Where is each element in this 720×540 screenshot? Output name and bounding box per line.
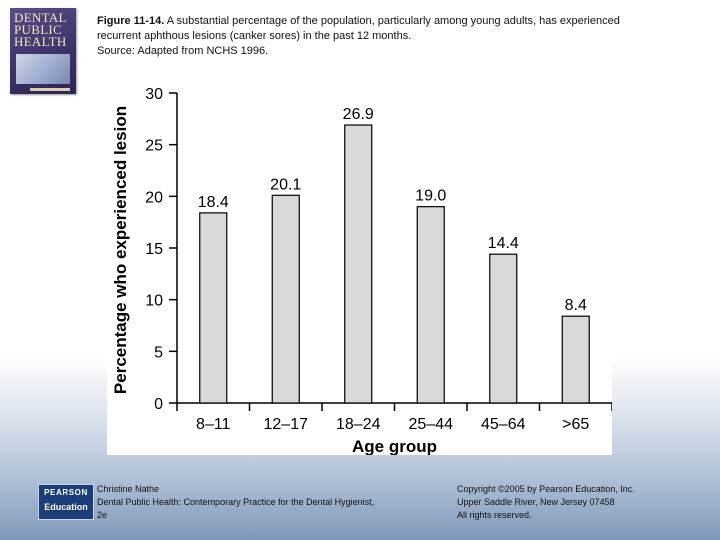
x-category-label: >65 (562, 416, 589, 433)
x-category-label: 18–24 (336, 416, 381, 433)
logo-text-education: Education (44, 502, 88, 512)
y-tick-label: 25 (145, 138, 163, 155)
logo-text-pearson: PEARSON (44, 488, 88, 497)
chart-bars (199, 124, 590, 404)
x-category-label: 12–17 (264, 416, 309, 433)
bar (199, 212, 228, 404)
rights-reserved: All rights reserved. (457, 510, 532, 520)
y-tick-label: 10 (145, 293, 163, 310)
bar-chart: 0 5 10 15 20 25 30 18.4 8–11 20.1 12–17 26.9 18–24 1… (107, 83, 612, 455)
y-tick-label: 0 (154, 396, 163, 413)
y-tick-label: 30 (145, 86, 163, 103)
footer-copyright: Copyright ©2005 by Pearson Education, In… (457, 483, 707, 522)
footer-author-info: Christine Nathe Dental Public Health: Co… (97, 483, 427, 522)
y-axis-title: Percentage who experienced lesion (111, 106, 130, 394)
bar (416, 206, 445, 404)
x-category-label: 25–44 (409, 416, 454, 433)
caption-source: Source: Adapted from NCHS 1996. (97, 45, 269, 57)
bar-value-label: 8.4 (565, 297, 587, 314)
x-category-label: 45–64 (481, 416, 526, 433)
publisher-address: Upper Saddle River, New Jersey 07458 (457, 497, 615, 507)
bar (561, 315, 590, 404)
chart-axes: 0 5 10 15 20 25 30 (145, 86, 612, 413)
y-tick-label: 20 (145, 189, 163, 206)
bar-value-label: 26.9 (343, 106, 374, 123)
book-title-line2: PUBLIC (14, 22, 63, 37)
caption-text-line1: A substantial percentage of the populati… (164, 15, 620, 27)
figure-label: Figure 11-14. (97, 15, 165, 27)
book-title-line3: HEALTH (14, 34, 67, 49)
bar-value-label: 14.4 (488, 235, 519, 252)
x-axis-title: Age group (352, 437, 437, 455)
y-tick-label: 15 (145, 241, 163, 258)
caption-line1: Figure 11-14. A substantial percentage o… (97, 14, 697, 29)
bar (271, 194, 300, 404)
x-category-label: 8–11 (196, 416, 231, 433)
pearson-education-logo: PEARSON Education (38, 484, 94, 520)
book-cover-image: DENTAL PUBLIC HEALTH (10, 8, 76, 94)
bar-value-label: 19.0 (415, 188, 446, 205)
footer-book-title: Dental Public Health: Contemporary Pract… (97, 497, 375, 507)
book-cover-author-bar (30, 88, 70, 91)
book-title-line1: DENTAL (14, 10, 67, 25)
caption-text-line2: recurrent aphthous lesions (canker sores… (97, 30, 412, 42)
bar-value-label: 18.4 (198, 194, 229, 211)
bar-value-label: 20.1 (270, 176, 301, 193)
figure-caption: Figure 11-14. A substantial percentage o… (97, 14, 697, 59)
book-cover-photo (16, 54, 70, 84)
y-tick-label: 5 (154, 344, 163, 361)
bar (489, 253, 518, 404)
bar (344, 124, 373, 404)
footer-author: Christine Nathe (97, 484, 160, 494)
copyright-line: Copyright ©2005 by Pearson Education, In… (457, 484, 635, 494)
chart-labels: 18.4 8–11 20.1 12–17 26.9 18–24 19.0 25–44 14.4 4… (111, 106, 589, 455)
footer-edition: 2e (97, 510, 108, 520)
